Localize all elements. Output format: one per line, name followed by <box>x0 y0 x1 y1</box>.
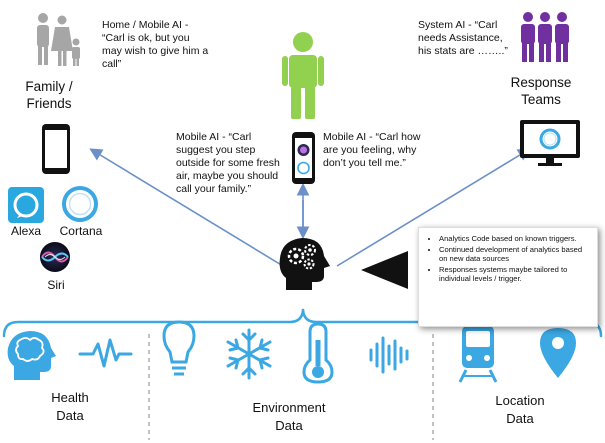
person-icon <box>282 32 324 119</box>
mobile-phone-icon <box>292 132 315 184</box>
analytics-note-item: Analytics Code based on known triggers. <box>439 234 591 244</box>
response-teams-label: Response Teams <box>510 75 572 107</box>
arrow-to-response <box>336 148 531 267</box>
family-icon <box>37 13 80 66</box>
sound-wave-icon <box>369 336 409 374</box>
thermometer-icon <box>302 322 334 384</box>
siri-icon <box>40 242 70 272</box>
alexa-label: Alexa <box>10 224 42 238</box>
monitor-icon <box>520 120 580 166</box>
cortana-icon <box>62 186 98 222</box>
home-ai-quote: Home / Mobile AI - “Carl is ok, but you … <box>102 19 209 70</box>
cortana-label: Cortana <box>59 224 103 238</box>
smartphone-icon <box>42 124 70 174</box>
snowflake-icon <box>226 328 272 380</box>
location-data-label: Location Data <box>495 393 545 426</box>
brain-icon <box>7 331 57 380</box>
team-icon <box>521 12 569 62</box>
pointer-triangle-icon <box>361 251 408 289</box>
mobile-ai-left-quote: Mobile AI - “Carl suggest you step outsi… <box>176 131 280 195</box>
map-pin-icon <box>540 328 576 378</box>
train-icon <box>458 326 498 383</box>
arrow-to-family <box>89 148 284 267</box>
ai-head-icon <box>279 238 330 290</box>
siri-label: Siri <box>47 278 65 292</box>
analytics-notes-box: Analytics Code based on known triggers. … <box>418 227 598 327</box>
heartbeat-icon <box>78 338 133 368</box>
analytics-note-item: Continued development of analytics based… <box>439 245 591 264</box>
system-ai-quote: System AI - “Carl needs Assistance, his … <box>418 19 508 57</box>
lightbulb-icon <box>162 320 196 376</box>
health-data-label: Health Data <box>51 390 89 423</box>
mobile-ai-right-quote: Mobile AI - “Carl how are you feeling, w… <box>323 131 421 169</box>
environment-data-label: Environment Data <box>252 400 326 433</box>
family-friends-label: Family / Friends <box>25 79 73 111</box>
analytics-note-item: Responses systems maybe tailored to indi… <box>439 265 591 284</box>
alexa-icon <box>8 187 44 223</box>
